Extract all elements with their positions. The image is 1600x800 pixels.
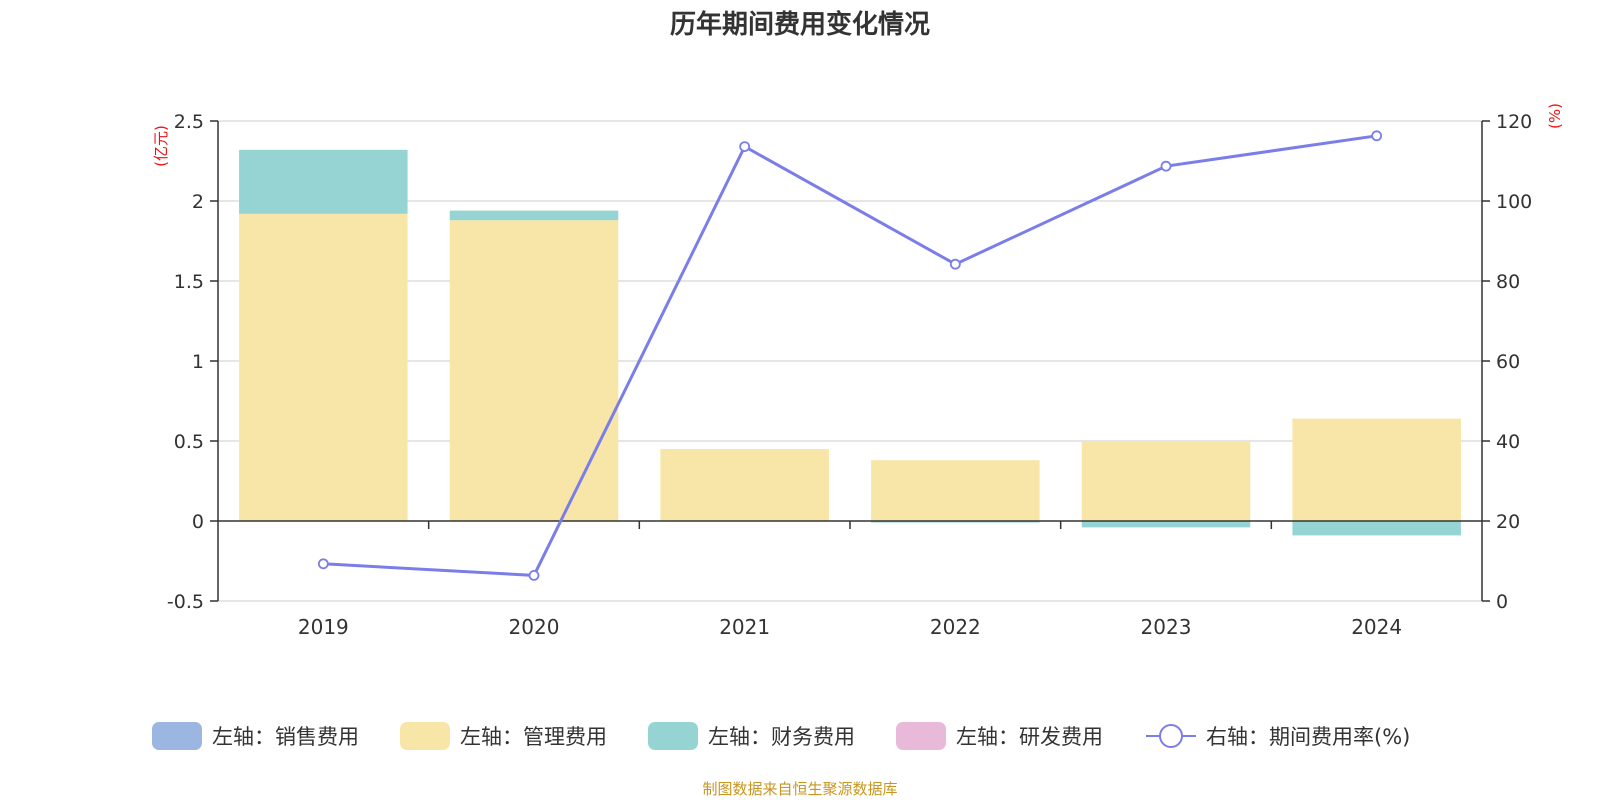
x-axis-label-2020: 2020: [509, 615, 560, 639]
bar-admin-2024: [1292, 418, 1461, 521]
rate-point-2022: [949, 258, 961, 270]
left-axis-tick-label: -0.5: [167, 591, 204, 613]
bar-finance-2023: [1081, 521, 1251, 528]
bar-finance-2020: [449, 210, 619, 221]
legend-label-finance: 左轴：财务费用: [708, 725, 855, 749]
bar-finance-2024: [1292, 521, 1461, 536]
left-axis-tick-label: 1: [192, 351, 204, 373]
legend-swatch-rnd: [896, 722, 946, 750]
left-axis-unit: (亿元): [152, 125, 170, 167]
x-axis-label-2021: 2021: [719, 615, 770, 639]
rate-line: [323, 134, 1377, 577]
left-axis-tick-label: 1.5: [174, 271, 204, 293]
legend-swatch-finance: [648, 722, 698, 750]
right-axis-tick-label: 60: [1496, 351, 1520, 373]
legend: 左轴：销售费用 左轴：管理费用 左轴：财务费用 左轴：研发费用 右轴：期间费用率(%): [152, 722, 1410, 750]
rate-point-2021: [739, 141, 751, 153]
rate-line-series: [317, 130, 1383, 581]
x-axis-label-2019: 2019: [298, 615, 349, 639]
period-expense-chart: 2.5 2 1.5 1 0.5 0 -0.5 (亿元) 120 100 80 60 40 20 0 (%) 20…: [152, 103, 1564, 750]
rate-point-2023: [1160, 160, 1172, 172]
data-source-note: 制图数据来自恒生聚源数据库: [702, 780, 898, 798]
left-axis-tick-label: 2: [192, 191, 204, 213]
legend-label-admin: 左轴：管理费用: [460, 725, 607, 749]
left-axis-tick-label: 2.5: [174, 111, 204, 133]
rate-point-2019: [317, 558, 329, 570]
left-axis-tick-label: 0.5: [174, 431, 204, 453]
right-axis-tick-label: 80: [1496, 271, 1520, 293]
right-axis-tick-label: 20: [1496, 511, 1520, 533]
rate-point-2020: [528, 570, 540, 581]
chart-title: 历年期间费用变化情况: [669, 10, 930, 40]
bar-admin-2020: [449, 220, 619, 521]
bar-admin-2021: [660, 449, 829, 521]
legend-marker-rate: [1159, 724, 1183, 748]
right-axis-tick-label: 100: [1496, 191, 1532, 213]
right-axis-tick-label: 0: [1496, 591, 1508, 613]
left-axis-tick-label: 0: [192, 511, 204, 533]
bar-series: [239, 149, 1461, 536]
legend-label-rate: 右轴：期间费用率(%): [1206, 725, 1410, 749]
right-axis-unit: (%): [1546, 103, 1564, 129]
x-axis-label-2022: 2022: [930, 615, 981, 639]
bar-finance-2022: [871, 521, 1040, 523]
x-axis-label-2023: 2023: [1141, 615, 1192, 639]
bar-admin-2023: [1081, 441, 1251, 521]
legend-swatch-sales: [152, 722, 202, 750]
bar-admin-2019: [239, 213, 408, 522]
right-axis-tick-label: 120: [1496, 111, 1532, 133]
x-axis-label-2024: 2024: [1351, 615, 1402, 639]
rate-point-2024: [1371, 130, 1383, 142]
legend-label-rnd: 左轴：研发费用: [956, 725, 1103, 749]
legend-swatch-admin: [400, 722, 450, 750]
bar-admin-2022: [871, 460, 1040, 521]
bar-finance-2019: [239, 149, 408, 214]
legend-label-sales: 左轴：销售费用: [212, 725, 359, 749]
axes: 2.5 2 1.5 1 0.5 0 -0.5 (亿元) 120 100 80 60 40 20 0 (%) 20…: [152, 103, 1564, 639]
right-axis-tick-label: 40: [1496, 431, 1520, 453]
